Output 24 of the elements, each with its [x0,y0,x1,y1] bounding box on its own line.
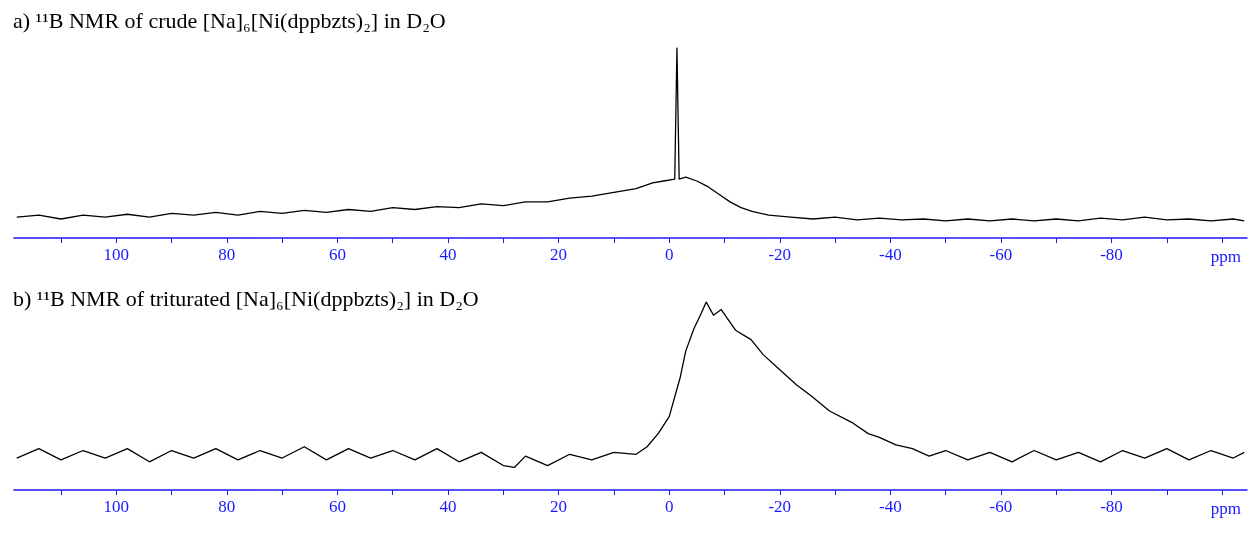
x-tick-label: 100 [103,245,130,264]
x-tick-label: 0 [664,497,674,516]
x-axis-title: ppm [1210,247,1242,266]
x-tick-label: 100 [103,497,130,516]
x-tick-label: -60 [989,245,1013,264]
x-tick-label: 40 [439,245,457,264]
x-tick-label: 20 [550,497,568,516]
x-tick-label: 0 [664,245,674,264]
x-tick-label: -40 [879,245,902,264]
x-tick-label: -20 [768,497,792,516]
x-axis-title: ppm [1210,499,1242,518]
chart-title: a) ¹¹B NMR of crude [Na]₆[Ni(dppbzts)₂] in D₂O [13,7,446,33]
x-tick-label: 80 [218,497,236,516]
x-tick-label: -20 [768,245,792,264]
chart-title: b) ¹¹B NMR of triturated [Na]₆[Ni(dppbzts)₂] in D₂O [13,285,479,311]
x-tick-label: 60 [328,245,346,264]
x-tick-label: -80 [1100,245,1123,264]
x-tick-label: -40 [879,497,902,516]
x-tick-label: 40 [439,497,457,516]
x-tick-label: -80 [1100,497,1123,516]
x-tick-label: 80 [218,245,236,264]
x-tick-label: -60 [989,497,1013,516]
x-tick-label: 20 [550,245,568,264]
x-tick-label: 60 [328,497,346,516]
